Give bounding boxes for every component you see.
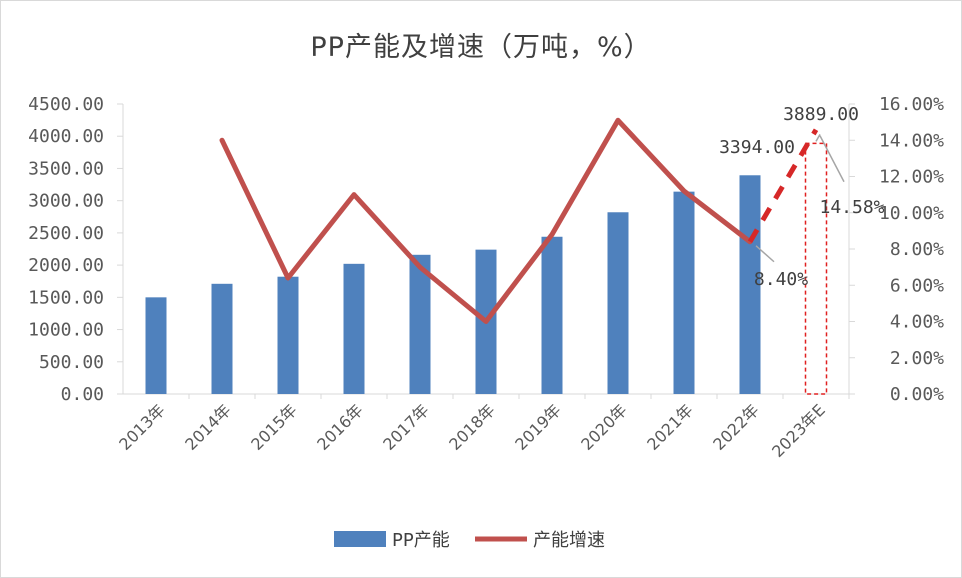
growth-line-estimate (747, 128, 819, 244)
left-axis-tick-label: 1500.00 (28, 287, 104, 308)
x-axis-tick-label: 2017年 (379, 400, 433, 454)
x-axis-tick-label: 2022年 (709, 400, 763, 454)
growth-line (219, 117, 753, 324)
data-label: 3394.00 (719, 137, 795, 158)
annotation-leader (815, 134, 821, 142)
left-axis-tick-label: 500.00 (39, 352, 104, 373)
line-layer (219, 117, 819, 324)
bar (211, 283, 233, 394)
bars-layer (145, 142, 828, 395)
bar (607, 212, 629, 394)
left-axis-tick-label: 3000.00 (28, 191, 104, 212)
right-axis-tick-label: 14.00% (879, 130, 944, 151)
right-axis-tick-label: 6.00% (890, 275, 944, 296)
x-axis-tick-label: 2016年 (313, 400, 367, 454)
right-axis-tick-label: 0.00% (890, 384, 944, 405)
legend-label: PP产能 (392, 530, 450, 551)
bar (343, 263, 365, 394)
x-axis-tick-label: 2020年 (577, 400, 631, 454)
left-axis-tick-label: 3500.00 (28, 158, 104, 179)
legend: PP产能 产能增速 (334, 530, 605, 551)
right-axis-tick-label: 4.00% (890, 312, 944, 333)
data-label: 3889.00 (783, 104, 859, 125)
bar (277, 276, 299, 394)
annotation-leader (755, 245, 775, 263)
chart-title: PP产能及增速（万吨，%） (310, 32, 651, 63)
x-axis-tick-label: 2019年 (511, 400, 565, 454)
x-axis-tick-label: 2015年 (247, 400, 301, 454)
x-axis-tick-label: 2021年 (643, 400, 697, 454)
left-axis-tick-label: 0.00 (61, 384, 104, 405)
bar (673, 191, 695, 394)
x-axis-tick-label: 2023年E (768, 400, 829, 461)
annotation-leader (819, 135, 845, 183)
x-axis-tick-label: 2013年 (115, 400, 169, 454)
right-axis-tick-label: 8.00% (890, 239, 944, 260)
bar (409, 254, 431, 394)
bar (145, 297, 167, 394)
left-axis-tick-label: 1000.00 (28, 320, 104, 341)
bar (541, 236, 563, 394)
x-axis-tick-label: 2014年 (181, 400, 235, 454)
left-axis-tick-label: 2500.00 (28, 223, 104, 244)
bar-estimate (804, 142, 828, 395)
left-axis-tick-label: 4000.00 (28, 126, 104, 147)
data-label: 14.58% (819, 197, 884, 218)
right-axis-tick-label: 2.00% (890, 348, 944, 369)
right-axis-tick-label: 12.00% (879, 167, 944, 188)
x-axis-tick-label: 2018年 (445, 400, 499, 454)
legend-swatch-bar (334, 531, 386, 547)
left-axis-tick-label: 2000.00 (28, 255, 104, 276)
right-axis-tick-label: 16.00% (879, 94, 944, 115)
legend-label: 产能增速 (533, 530, 605, 551)
data-label: 8.40% (754, 269, 808, 290)
right-axis-tick-label: 10.00% (879, 203, 944, 224)
left-axis-tick-label: 4500.00 (28, 94, 104, 115)
labels-layer: 3394.00 3889.00 8.40% 14.58% (719, 104, 885, 290)
